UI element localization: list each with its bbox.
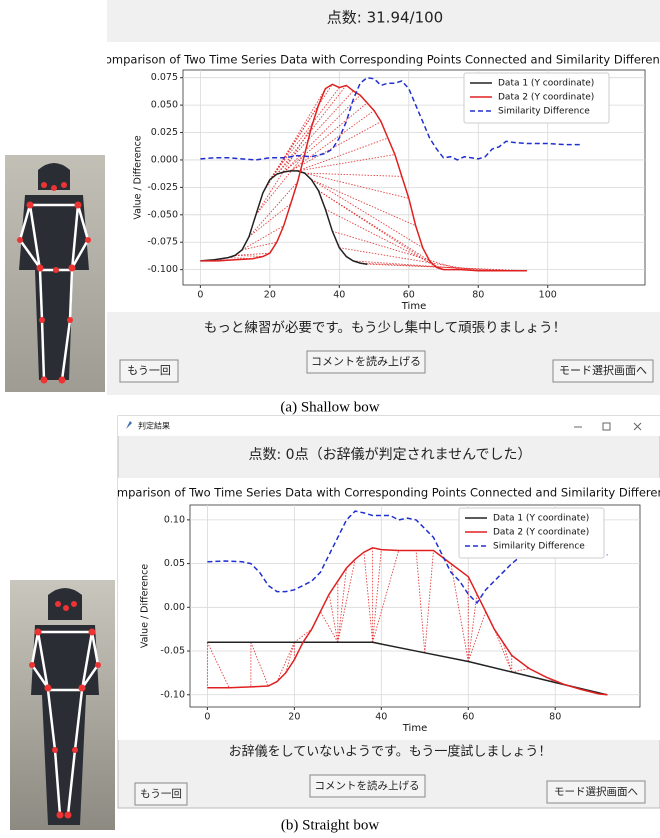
y-axis-label: Value / Difference — [140, 564, 151, 648]
x-tick-label: 40 — [333, 290, 345, 301]
button-label[interactable]: コメントを読み上げる — [315, 779, 420, 792]
x-axis-label: Time — [402, 723, 427, 734]
button[interactable]: コメントを読み上げる — [307, 351, 425, 373]
x-tick-label: 0 — [197, 290, 203, 301]
x-tick-label: 20 — [264, 290, 276, 301]
legend-label: Similarity Difference — [498, 107, 590, 117]
pose-photo — [10, 580, 115, 830]
x-tick-label: 80 — [472, 290, 484, 301]
legend-label: Data 1 (Y coordinate) — [493, 514, 589, 524]
chart-title: Comparison of Two Time Series Data with … — [102, 486, 660, 500]
y-tick-label: -0.05 — [160, 646, 185, 657]
legend-label: Data 2 (Y coordinate) — [493, 528, 589, 538]
y-tick-label: -0.10 — [160, 689, 185, 700]
y-tick-label: 0.050 — [151, 100, 178, 111]
legend-label: Data 2 (Y coordinate) — [498, 93, 594, 103]
window-title: 判定結果 — [138, 421, 170, 431]
button-label[interactable]: モード選択画面へ — [559, 363, 647, 377]
y-tick-label: -0.025 — [147, 182, 178, 193]
button[interactable]: もう一回 — [135, 783, 187, 805]
button-label[interactable]: もう一回 — [140, 788, 182, 800]
y-tick-label: 0.075 — [151, 72, 178, 83]
y-tick-label: 0.000 — [151, 154, 178, 165]
x-tick-label: 80 — [549, 712, 561, 723]
y-tick-label: 0.025 — [151, 127, 178, 138]
legend-label: Data 1 (Y coordinate) — [498, 79, 594, 89]
caption: (b) Straight bow — [281, 817, 379, 833]
y-tick-label: 0.00 — [164, 602, 185, 613]
y-tick-label: 0.10 — [164, 514, 185, 525]
x-tick-label: 0 — [204, 712, 210, 723]
legend-label: Similarity Difference — [493, 542, 585, 552]
x-tick-label: 60 — [462, 712, 474, 723]
x-tick-label: 60 — [403, 290, 415, 301]
button-label[interactable]: コメントを読み上げる — [311, 354, 421, 368]
y-tick-label: -0.075 — [147, 237, 178, 248]
x-tick-label: 20 — [288, 712, 300, 723]
button[interactable]: モード選択画面へ — [547, 781, 645, 803]
button[interactable]: もう一回 — [120, 360, 178, 382]
caption: (a) Shallow bow — [280, 399, 379, 415]
score: 点数: 31.94/100 — [327, 9, 443, 27]
pose-photo — [5, 155, 105, 392]
button-label[interactable]: モード選択画面へ — [554, 785, 638, 798]
message: お辞儀をしていないようです。もう一度試しましょう！ — [229, 744, 552, 760]
x-tick-label: 100 — [539, 290, 557, 301]
x-axis-label: Time — [401, 301, 426, 312]
y-axis-label: Value / Difference — [133, 135, 144, 219]
score: 点数: 0点（お辞儀が判定されませんでした） — [249, 447, 532, 463]
button[interactable]: コメントを読み上げる — [310, 775, 425, 797]
x-tick-label: 40 — [375, 712, 387, 723]
button[interactable]: モード選択画面へ — [553, 360, 653, 382]
chart-title: Comparison of Two Time Series Data with … — [97, 53, 660, 67]
y-tick-label: -0.050 — [147, 209, 178, 220]
button-label[interactable]: もう一回 — [127, 364, 171, 377]
message: もっと練習が必要です。もう少し集中して頑張りましょう！ — [204, 320, 566, 336]
figure: 点数: 31.94/100 もっと練習が必要です。もう少し集中して頑張りましょう… — [0, 0, 660, 838]
y-tick-label: 0.05 — [164, 558, 185, 569]
y-tick-label: -0.100 — [147, 264, 178, 275]
